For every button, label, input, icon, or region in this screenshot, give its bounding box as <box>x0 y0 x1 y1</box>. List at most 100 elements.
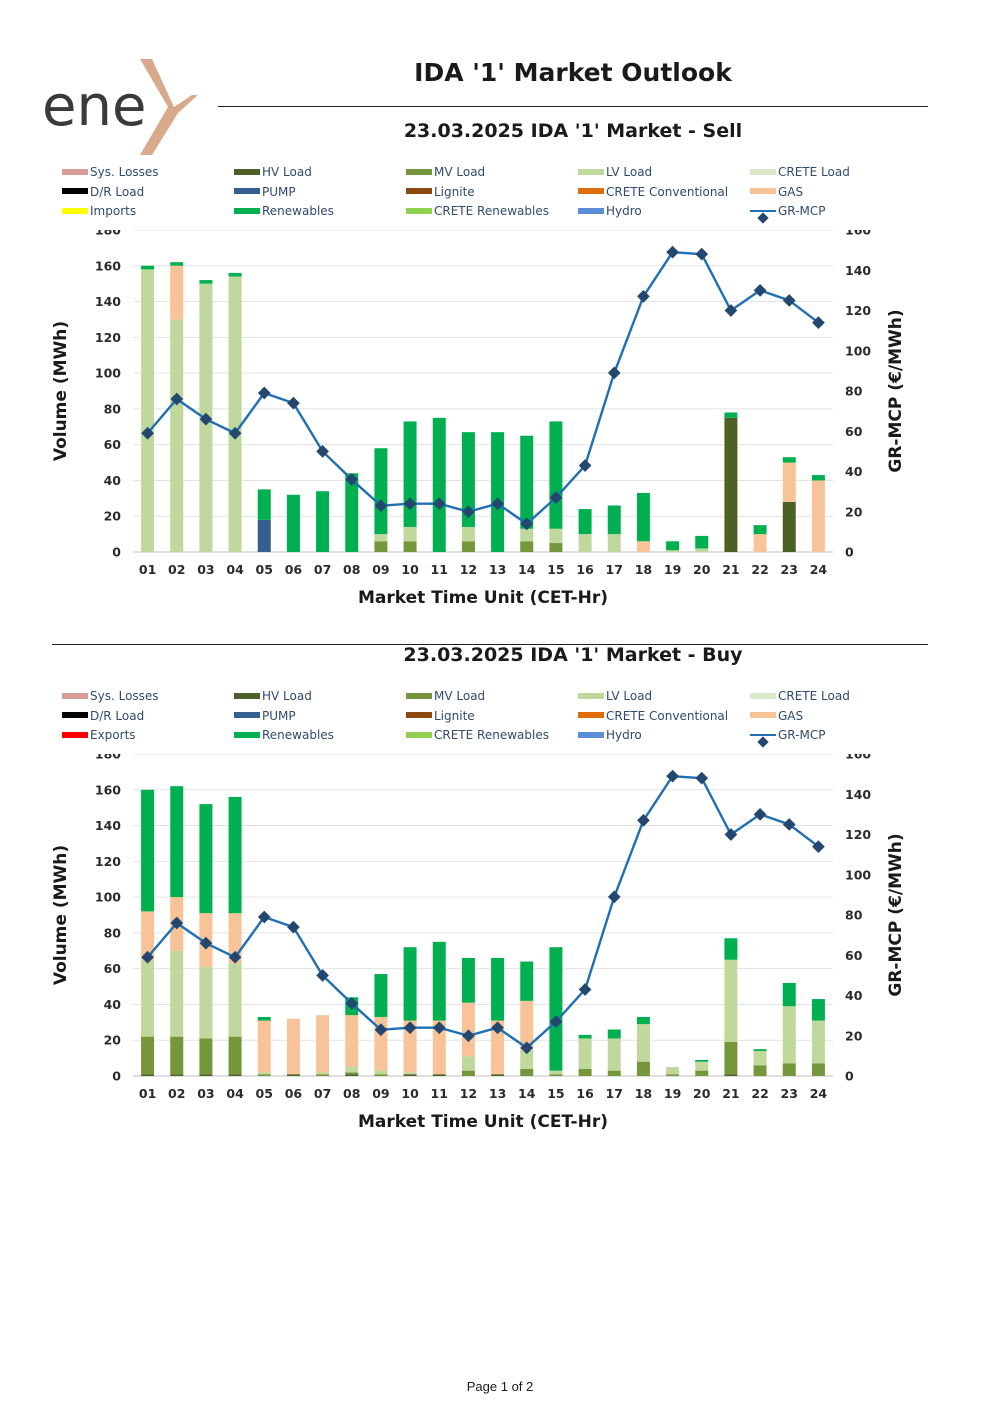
bar-renewables <box>403 421 417 527</box>
gr-mcp-point <box>666 769 679 783</box>
bar-lv-load <box>782 1006 796 1064</box>
bar-renewables <box>520 435 534 529</box>
bar-hv-load <box>199 1074 213 1076</box>
legend-swatch <box>62 207 88 214</box>
legend-item-hv-load: HV Load <box>234 689 312 707</box>
bar-hv-load <box>170 1074 184 1076</box>
y2-tick-label: 80 <box>845 908 863 923</box>
legend-label: CRETE Renewables <box>434 204 549 218</box>
bar-renewables <box>607 505 621 535</box>
legend-item-gr-mcp: GR-MCP <box>750 728 826 748</box>
x-axis-title: Market Time Unit (CET-Hr) <box>358 1112 608 1132</box>
bar-renewables <box>549 421 563 529</box>
bar-renewables <box>403 947 417 1021</box>
legend-label: Renewables <box>262 728 334 742</box>
gr-mcp-line <box>146 250 820 526</box>
bar-renewables <box>374 974 388 1017</box>
legend-swatch <box>62 731 88 738</box>
bar-lv-load <box>170 319 184 552</box>
bar-gas <box>520 1000 534 1051</box>
gr-mcp-point <box>345 997 359 1010</box>
legend-item-lv-load: LV Load <box>578 165 652 183</box>
y2-tick-label: 160 <box>845 230 871 238</box>
legend-label: GR-MCP <box>778 204 826 218</box>
bar-lv-load <box>374 534 388 542</box>
x-tick-label: 18 <box>635 1086 652 1101</box>
bar-lv-load <box>753 1050 767 1066</box>
bar-hv-load <box>141 1074 155 1076</box>
y-tick-label: 0 <box>112 1069 121 1084</box>
bar-lv-load <box>170 950 184 1037</box>
x-tick-label: 02 <box>168 1086 185 1101</box>
gr-mcp-point <box>199 412 213 426</box>
bar-lv-load <box>607 1038 621 1071</box>
y-tick-label: 180 <box>95 754 121 762</box>
legend-label: D/R Load <box>90 184 145 199</box>
chart-legend: Sys. Losses HV Load MV Load LV Load CRETE Lo… <box>62 165 942 229</box>
y2-tick-label: 40 <box>845 988 863 1003</box>
legend-item-hydro: Hydro <box>578 204 642 222</box>
bar-hv-load <box>491 1074 505 1076</box>
legend-item-gas: GAS <box>750 185 803 203</box>
bar-mv-load <box>695 1070 709 1076</box>
bar-gas <box>316 1015 330 1073</box>
gr-mcp-point <box>287 920 300 934</box>
bar-lv-load <box>199 966 213 1039</box>
legend-label: GAS <box>778 184 804 199</box>
x-tick-label: 04 <box>226 562 244 577</box>
y2-tick-label: 20 <box>845 504 863 519</box>
bar-gas <box>141 911 155 962</box>
legend-item-sys-losses: Sys. Losses <box>62 689 159 707</box>
bar-hv-load <box>286 1074 300 1076</box>
legend-swatch <box>750 188 776 194</box>
y-axis-title: Volume (MWh) <box>51 845 71 985</box>
gr-mcp-point <box>287 396 300 410</box>
legend-label: D/R Load <box>90 708 145 723</box>
bar-renewables <box>170 786 184 898</box>
legend-label: HV Load <box>262 689 312 703</box>
legend-item-imports: Imports <box>62 204 136 222</box>
y-tick-label: 60 <box>104 961 122 976</box>
bar-renewables <box>228 796 242 914</box>
legend-swatch <box>578 712 604 718</box>
bar-renewables <box>724 938 738 960</box>
legend-label: PUMP <box>262 708 296 723</box>
y2-tick-label: 100 <box>845 343 871 358</box>
bar-pump <box>257 519 271 552</box>
bar-renewables <box>811 999 825 1021</box>
bar-gas <box>170 265 184 320</box>
bar-renewables <box>316 491 330 552</box>
bar-renewables <box>578 509 592 535</box>
bar-renewables <box>141 265 155 270</box>
x-tick-label: 08 <box>343 562 360 577</box>
bar-renewables <box>578 1034 592 1039</box>
legend-swatch <box>750 209 776 224</box>
gr-mcp-point <box>316 445 329 458</box>
gr-mcp-point <box>666 245 679 259</box>
legend-label: PUMP <box>262 184 296 199</box>
y2-tick-label: 0 <box>845 1069 854 1084</box>
bar-mv-load <box>549 543 563 552</box>
page-title: IDA '1' Market Outlook <box>414 58 732 87</box>
logo-text: ene <box>42 74 146 139</box>
legend-swatch <box>578 207 604 214</box>
bar-gas <box>345 1015 359 1068</box>
legend-item-pump: PUMP <box>234 185 296 203</box>
title-divider <box>218 106 928 107</box>
bar-lv-load <box>461 526 475 542</box>
bar-hv-load <box>345 1074 359 1076</box>
bar-renewables <box>345 473 359 552</box>
legend-swatch <box>62 692 88 699</box>
bar-mv-load <box>403 541 417 552</box>
bar-lv-load <box>666 550 680 552</box>
bar-gas <box>432 1020 446 1075</box>
buy-chart: 0204060801001201401601800204060801001201… <box>51 754 906 1132</box>
legend-label: GR-MCP <box>778 728 826 742</box>
y2-axis-title: GR-MCP (€/MWh) <box>886 833 906 996</box>
bar-lv-load <box>549 528 563 544</box>
bar-lv-load <box>578 1038 592 1069</box>
legend-label: Hydro <box>606 204 642 218</box>
x-tick-label: 03 <box>197 1086 214 1101</box>
bar-renewables <box>257 1016 271 1021</box>
bar-renewables <box>432 941 446 1021</box>
